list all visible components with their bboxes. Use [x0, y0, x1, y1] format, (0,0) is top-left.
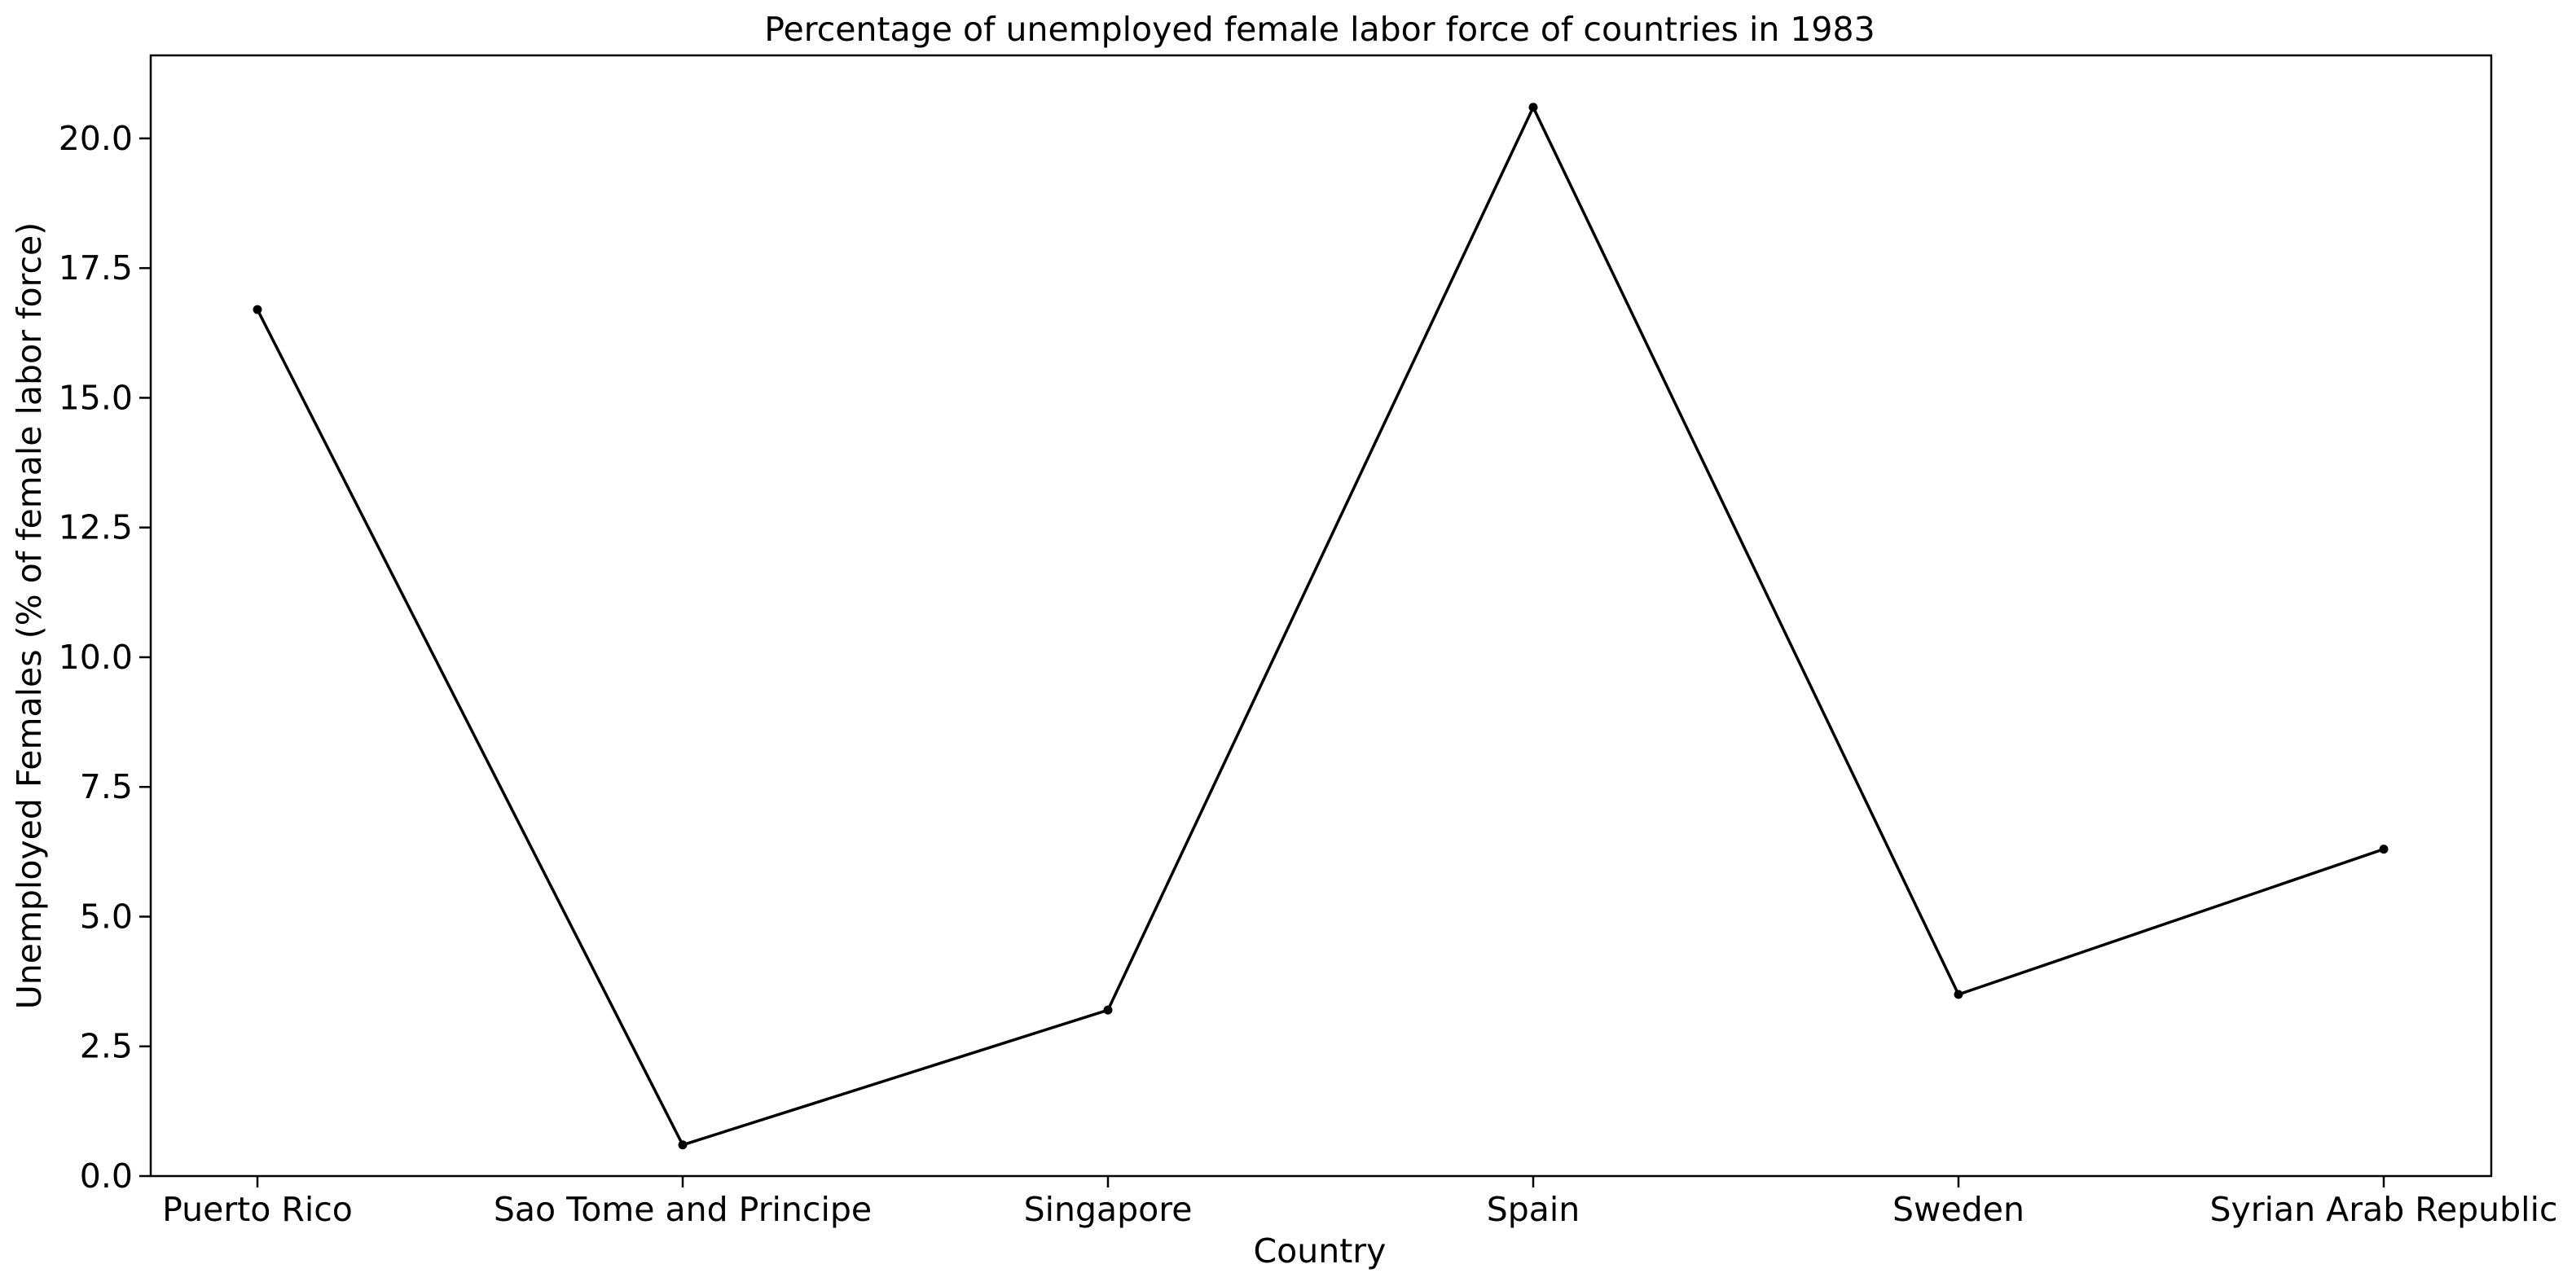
- y-axis: 0.0 2.5 5.0 7.5 10.0 12.5 15.0 17.5 20.0: [59, 119, 151, 1196]
- y-tick-label: 7.5: [80, 767, 133, 806]
- x-tick-label: Syrian Arab Republic: [2210, 1190, 2558, 1229]
- y-tick-label: 2.5: [80, 1027, 133, 1066]
- data-point: [253, 305, 262, 314]
- y-tick-label: 5.0: [80, 897, 133, 936]
- y-tick-label: 15.0: [59, 378, 133, 417]
- y-tick-label: 20.0: [59, 119, 133, 158]
- data-point: [1103, 1005, 1113, 1015]
- data-point: [1528, 103, 1538, 112]
- series-line: [256, 105, 2385, 1147]
- x-tick-label: Sao Tome and Principe: [494, 1190, 872, 1229]
- data-point: [678, 1140, 688, 1150]
- y-tick-label: 0.0: [80, 1157, 133, 1196]
- series-layer: [253, 103, 2389, 1150]
- y-axis-label: Unemployed Females (% of female labor fo…: [10, 222, 49, 1010]
- y-tick-label: 17.5: [59, 248, 133, 287]
- x-tick-label: Singapore: [1024, 1190, 1193, 1229]
- plot-area: [149, 54, 2493, 1178]
- y-tick-label: 10.0: [59, 638, 133, 677]
- x-tick-label: Spain: [1487, 1190, 1580, 1229]
- x-tick-label: Sweden: [1892, 1190, 2024, 1229]
- chart-title: Percentage of unemployed female labor fo…: [764, 10, 1875, 49]
- x-axis-label: Country: [1254, 1231, 1387, 1271]
- data-point: [2379, 845, 2389, 854]
- y-tick-label: 12.5: [59, 508, 133, 547]
- data-point: [1954, 990, 1963, 999]
- x-axis: Puerto Rico Sao Tome and Principe Singapor…: [162, 1176, 2558, 1229]
- x-tick-label: Puerto Rico: [162, 1190, 353, 1229]
